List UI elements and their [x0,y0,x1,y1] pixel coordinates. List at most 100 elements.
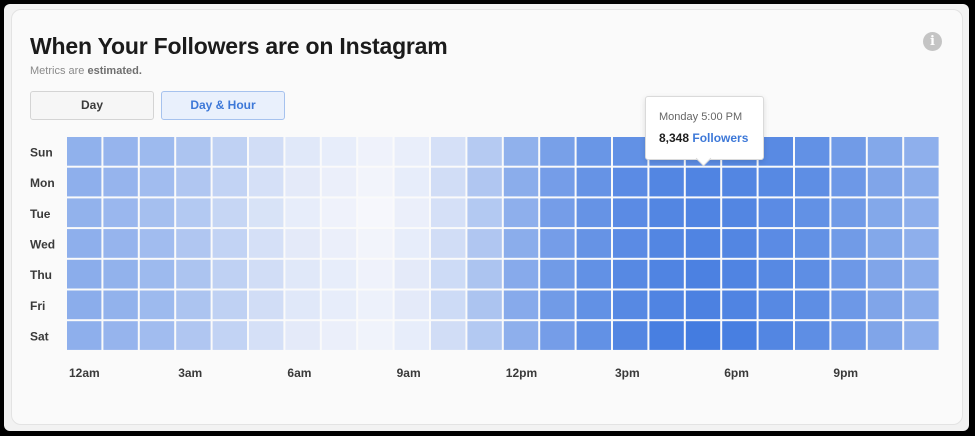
heatmap-cell-fri-11am[interactable] [467,290,502,320]
heatmap-cell-wed-4am[interactable] [212,229,247,258]
heatmap-cell-thu-7pm[interactable] [758,259,793,289]
heatmap-cell-sun-10pm[interactable] [867,137,903,166]
heatmap-cell-wed-11pm[interactable] [904,229,939,258]
heatmap-cell-tue-5pm[interactable] [685,198,721,228]
heatmap-cell-sat-5pm[interactable] [685,321,721,350]
heatmap-cell-fri-1am[interactable] [103,290,138,320]
heatmap-cell-thu-5am[interactable] [249,259,284,289]
heatmap-cell-sun-2am[interactable] [139,137,175,166]
heatmap-cell-tue-10am[interactable] [431,198,466,228]
heatmap-cell-sun-3pm[interactable] [613,137,648,166]
heatmap-cell-wed-7am[interactable] [321,229,357,258]
heatmap-cell-sat-11pm[interactable] [904,321,939,350]
heatmap-cell-fri-5pm[interactable] [685,290,721,320]
heatmap-cell-sat-4pm[interactable] [649,321,684,350]
heatmap-cell-fri-2am[interactable] [139,290,175,320]
toggle-day-hour-button[interactable]: Day & Hour [161,91,285,120]
heatmap-cell-mon-8am[interactable] [358,167,393,197]
heatmap-cell-mon-12am[interactable] [67,167,102,197]
heatmap-cell-thu-7am[interactable] [321,259,357,289]
heatmap-cell-thu-10pm[interactable] [867,259,903,289]
heatmap-cell-sat-10am[interactable] [431,321,466,350]
heatmap-cell-sat-1am[interactable] [103,321,138,350]
heatmap-cell-thu-5pm[interactable] [685,259,721,289]
heatmap-cell-sun-3am[interactable] [176,137,211,166]
heatmap-cell-thu-8am[interactable] [358,259,393,289]
heatmap-cell-mon-6pm[interactable] [722,167,757,197]
heatmap-cell-fri-12am[interactable] [67,290,102,320]
heatmap-cell-thu-1pm[interactable] [540,259,575,289]
heatmap-cell-tue-2pm[interactable] [576,198,611,228]
heatmap-cell-tue-8pm[interactable] [795,198,830,228]
heatmap-cell-wed-9am[interactable] [394,229,429,258]
heatmap-cell-thu-12pm[interactable] [503,259,539,289]
heatmap-cell-wed-3pm[interactable] [613,229,648,258]
heatmap-cell-fri-10pm[interactable] [867,290,903,320]
heatmap-cell-sat-4am[interactable] [212,321,247,350]
heatmap-cell-thu-6am[interactable] [285,259,320,289]
heatmap-cell-sun-9pm[interactable] [831,137,866,166]
heatmap-cell-mon-10am[interactable] [431,167,466,197]
heatmap-cell-sun-11pm[interactable] [904,137,939,166]
heatmap-cell-sat-8am[interactable] [358,321,393,350]
heatmap-cell-wed-5pm[interactable] [685,229,721,258]
heatmap-cell-tue-2am[interactable] [139,198,175,228]
heatmap-cell-sat-6pm[interactable] [722,321,757,350]
heatmap-cell-fri-1pm[interactable] [540,290,575,320]
heatmap-cell-fri-8pm[interactable] [795,290,830,320]
heatmap-cell-sat-6am[interactable] [285,321,320,350]
heatmap-cell-sat-9pm[interactable] [831,321,866,350]
heatmap-cell-fri-8am[interactable] [358,290,393,320]
heatmap-cell-tue-9pm[interactable] [831,198,866,228]
heatmap-cell-tue-12am[interactable] [67,198,102,228]
heatmap-cell-sat-12am[interactable] [67,321,102,350]
heatmap-cell-mon-7am[interactable] [321,167,357,197]
heatmap-cell-sun-2pm[interactable] [576,137,611,166]
heatmap-cell-fri-3pm[interactable] [613,290,648,320]
heatmap-cell-fri-7am[interactable] [321,290,357,320]
heatmap-cell-wed-4pm[interactable] [649,229,684,258]
heatmap-cell-mon-2am[interactable] [139,167,175,197]
heatmap-cell-mon-3am[interactable] [176,167,211,197]
heatmap-cell-mon-5am[interactable] [249,167,284,197]
heatmap-cell-wed-2pm[interactable] [576,229,611,258]
heatmap-cell-thu-2am[interactable] [139,259,175,289]
heatmap-cell-wed-6am[interactable] [285,229,320,258]
heatmap-cell-fri-3am[interactable] [176,290,211,320]
heatmap-cell-sat-7pm[interactable] [758,321,793,350]
heatmap-cell-wed-12am[interactable] [67,229,102,258]
heatmap-cell-thu-11am[interactable] [467,259,502,289]
heatmap-cell-wed-10am[interactable] [431,229,466,258]
heatmap-cell-sun-9am[interactable] [394,137,429,166]
heatmap-cell-sun-5am[interactable] [249,137,284,166]
heatmap-cell-tue-8am[interactable] [358,198,393,228]
heatmap-cell-mon-6am[interactable] [285,167,320,197]
heatmap-cell-fri-9am[interactable] [394,290,429,320]
heatmap-cell-sun-4am[interactable] [212,137,247,166]
heatmap-cell-mon-10pm[interactable] [867,167,903,197]
heatmap-cell-sun-11am[interactable] [467,137,502,166]
heatmap-cell-sun-7pm[interactable] [758,137,793,166]
heatmap-cell-tue-7pm[interactable] [758,198,793,228]
heatmap-cell-fri-11pm[interactable] [904,290,939,320]
heatmap-cell-thu-3pm[interactable] [613,259,648,289]
heatmap-cell-wed-9pm[interactable] [831,229,866,258]
heatmap-cell-sat-2am[interactable] [139,321,175,350]
heatmap-cell-mon-1pm[interactable] [540,167,575,197]
heatmap-cell-mon-9pm[interactable] [831,167,866,197]
heatmap-cell-fri-4am[interactable] [212,290,247,320]
heatmap-cell-mon-1am[interactable] [103,167,138,197]
heatmap-cell-wed-8pm[interactable] [795,229,830,258]
heatmap-cell-tue-6pm[interactable] [722,198,757,228]
heatmap-cell-tue-1pm[interactable] [540,198,575,228]
info-icon[interactable]: i [923,32,942,51]
heatmap-cell-sun-6am[interactable] [285,137,320,166]
heatmap-cell-fri-7pm[interactable] [758,290,793,320]
heatmap-cell-wed-3am[interactable] [176,229,211,258]
heatmap-cell-sun-12am[interactable] [67,137,102,166]
heatmap-cell-tue-4am[interactable] [212,198,247,228]
heatmap-cell-tue-10pm[interactable] [867,198,903,228]
heatmap-cell-fri-6am[interactable] [285,290,320,320]
heatmap-cell-mon-5pm[interactable] [685,167,721,197]
heatmap-cell-tue-4pm[interactable] [649,198,684,228]
